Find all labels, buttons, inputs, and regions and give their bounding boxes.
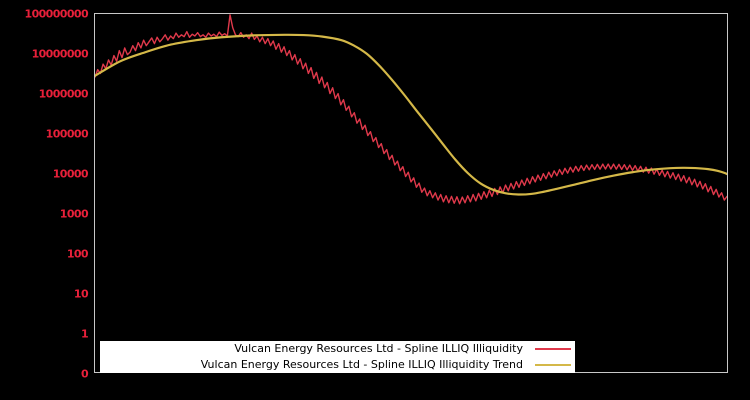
legend-entry-series[interactable]: Vulcan Energy Resources Ltd - Spline ILL… — [100, 341, 575, 357]
illiquidity-trend-line — [95, 33, 727, 196]
y-tick-label: 10000 — [52, 167, 89, 181]
y-tick-label: 10000000 — [31, 47, 89, 61]
legend-swatch-series — [535, 348, 571, 350]
y-tick-label: 1000 — [59, 207, 89, 221]
plot-area — [94, 13, 728, 373]
chart-legend: Vulcan Energy Resources Ltd - Spline ILL… — [100, 341, 575, 373]
y-tick-label: 0 — [80, 367, 89, 381]
legend-swatch-trend — [535, 364, 571, 366]
legend-label-trend: Vulcan Energy Resources Ltd - Spline ILL… — [200, 358, 523, 371]
y-tick-label: 1 — [80, 327, 89, 341]
y-tick-label: 100000000 — [24, 7, 89, 21]
illiquidity-series-line — [95, 14, 727, 205]
legend-label-series: Vulcan Energy Resources Ltd - Spline ILL… — [234, 342, 523, 355]
y-tick-label: 10 — [73, 287, 89, 301]
y-tick-label: 100 — [66, 247, 89, 261]
y-axis: 100000000 10000000 1000000 100000 10000 1000 1… — [0, 0, 89, 400]
legend-entry-trend[interactable]: Vulcan Energy Resources Ltd - Spline ILL… — [100, 357, 575, 373]
y-tick-label: 1000000 — [38, 87, 89, 101]
plot-svg — [95, 14, 727, 205]
y-tick-label: 100000 — [45, 127, 89, 141]
